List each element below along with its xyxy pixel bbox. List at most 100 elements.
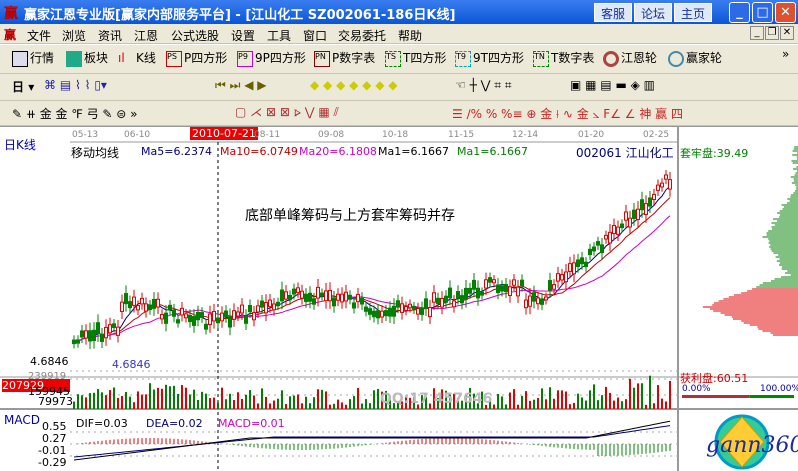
hand-icon[interactable]: ☜ ┼ ⋁ ⌗ ⌗	[455, 78, 512, 92]
volume-bar	[645, 404, 647, 409]
nav-first-icon[interactable]: ⏮ ⏭ ◀ ▶	[215, 78, 267, 92]
menu-help[interactable]: 帮助	[398, 29, 423, 43]
date-tick: 11-15	[448, 130, 475, 140]
candle	[144, 303, 148, 312]
t-square-button[interactable]: TS T四方形	[385, 50, 447, 67]
minimize-button[interactable]: _	[729, 2, 750, 23]
volume-bar	[613, 400, 615, 409]
macd-tick: 0.55	[42, 420, 67, 433]
volume-bar	[361, 403, 363, 409]
menu-formula[interactable]: 公式选股	[171, 29, 220, 43]
sector-button[interactable]: 板块	[66, 49, 108, 67]
close-button[interactable]: ✕	[775, 2, 796, 23]
candle	[416, 308, 420, 315]
volume-bar	[609, 392, 611, 409]
volume-bar	[429, 403, 431, 409]
candle	[480, 291, 484, 296]
candle	[92, 329, 96, 342]
volume-bar	[161, 388, 163, 409]
annotation-text: 底部单峰筹码与上方套牢筹码并存	[245, 208, 455, 224]
candle	[344, 291, 348, 302]
big-wheel-icon	[668, 50, 684, 67]
candle	[512, 279, 516, 286]
volume-bar	[277, 398, 279, 409]
volume-bar	[253, 395, 255, 409]
doc-minimize-button[interactable]: _	[750, 26, 764, 40]
9t-square-button[interactable]: T9 9T四方形	[455, 50, 524, 67]
menu-settings[interactable]: 设置	[231, 29, 256, 43]
menu-trade[interactable]: 交易委托	[338, 29, 387, 43]
gann-wheel-button[interactable]: 江恩轮	[603, 49, 657, 67]
volume-bar	[265, 396, 267, 409]
p-square-button[interactable]: PS P四方形	[166, 50, 228, 67]
ma10-value: Ma10=6.0749	[220, 145, 298, 158]
winner-wheel-button[interactable]: 赢家轮	[668, 49, 722, 67]
more-icon[interactable]: »	[782, 47, 790, 61]
forum-button[interactable]: 论坛	[634, 3, 673, 22]
candle	[104, 326, 108, 339]
kline-chart-canvas[interactable]	[0, 127, 798, 471]
volume-bar	[493, 404, 495, 409]
volume-tick: 159945	[28, 385, 70, 398]
profit-bar	[682, 395, 750, 398]
pen-icon[interactable]: ✎ ⧺ 金 金 ℉ 弓 ✎ ⊜ »	[12, 107, 138, 121]
volume-bar	[401, 401, 403, 409]
volume-bar	[385, 390, 387, 409]
menu-info[interactable]: 资讯	[98, 29, 123, 43]
volume-bar	[589, 390, 591, 409]
doc-close-button[interactable]: ✕	[780, 26, 794, 40]
candle	[532, 292, 536, 302]
trapped-bar	[749, 395, 794, 398]
watermark-qq: QQ:17 457646	[380, 391, 493, 407]
menu-browse[interactable]: 浏览	[62, 29, 87, 43]
volume-bar	[665, 401, 667, 409]
macd-tick: -0.29	[38, 456, 67, 469]
candle	[632, 209, 636, 219]
ma20-value: Ma20=6.1808	[299, 145, 377, 158]
volume-bar	[297, 394, 299, 409]
volume-bar	[341, 402, 343, 409]
menu-tools[interactable]: 工具	[267, 29, 292, 43]
fan-icons[interactable]: ▢ ⋌ ⊠ ⊠ ⦠ ⋁ ▦ ⫽	[235, 105, 339, 119]
main-toolbar: 行情 板块 ıl K线 PS P四方形 P9 9P四方形 PN P数字表 TS T四方形 …	[0, 45, 798, 74]
t-table-button[interactable]: TN T数字表	[533, 50, 595, 67]
menu-file[interactable]: 文件	[27, 29, 52, 43]
ma5-value: Ma5=6.2374	[141, 145, 212, 158]
volume-bar	[325, 391, 327, 409]
candle	[408, 303, 412, 309]
kline-style-icon[interactable]: ⌘ ▤ ⌇ ⌇ ▯▾	[44, 78, 107, 92]
home-button[interactable]: 主页	[674, 3, 713, 22]
window-title: 赢家江恩专业版[赢家内部服务平台] - [江山化工 SZ002061-186日K…	[24, 8, 456, 23]
maximize-button[interactable]: □	[752, 2, 773, 23]
volume-bar	[353, 396, 355, 409]
candle	[440, 297, 444, 308]
date-tick: 09-08	[318, 130, 345, 140]
ma-line	[73, 197, 671, 343]
candle	[644, 203, 648, 215]
candle	[548, 280, 552, 291]
candle	[164, 312, 168, 324]
candle	[76, 339, 80, 344]
kline-chart-panel[interactable]: 日K线 05-13 06-10 2010-07-21 08-11 09-08 1…	[0, 126, 798, 471]
quotes-button[interactable]: 行情	[12, 49, 54, 67]
candle	[528, 295, 532, 307]
kline-button[interactable]: ıl K线	[118, 50, 156, 66]
ratio-icons[interactable]: ☰ ∕% % %≡ ⊕ 金 ⟊ ∿ 金 ⦣ F∠ ∠ 神 赢 四	[452, 107, 683, 121]
menu-window[interactable]: 窗口	[303, 29, 328, 43]
candle	[84, 330, 88, 339]
menu-gann[interactable]: 江恩	[134, 29, 159, 43]
doc-restore-button[interactable]: ❐	[765, 26, 779, 40]
9p-square-button[interactable]: P9 9P四方形	[237, 50, 306, 67]
app-logo-icon: 赢	[4, 6, 18, 22]
p-table-button[interactable]: PN P数字表	[314, 50, 376, 67]
service-button[interactable]: 客服	[594, 3, 633, 22]
zoom-icons[interactable]: ◆ ◆ ◆ ◆ ◆ ◆ ◆	[310, 78, 398, 92]
volume-bar	[497, 394, 499, 409]
period-select[interactable]: 日 ▾	[12, 80, 35, 94]
volume-bar	[101, 392, 103, 409]
volume-bar	[133, 402, 135, 409]
calendar-icon[interactable]: ▣ ▦ ▤ ▬ ◈ ▥	[570, 78, 655, 92]
candle	[324, 290, 328, 302]
volume-bar	[641, 383, 643, 409]
stock-name: 002061 江山化工	[576, 146, 674, 160]
